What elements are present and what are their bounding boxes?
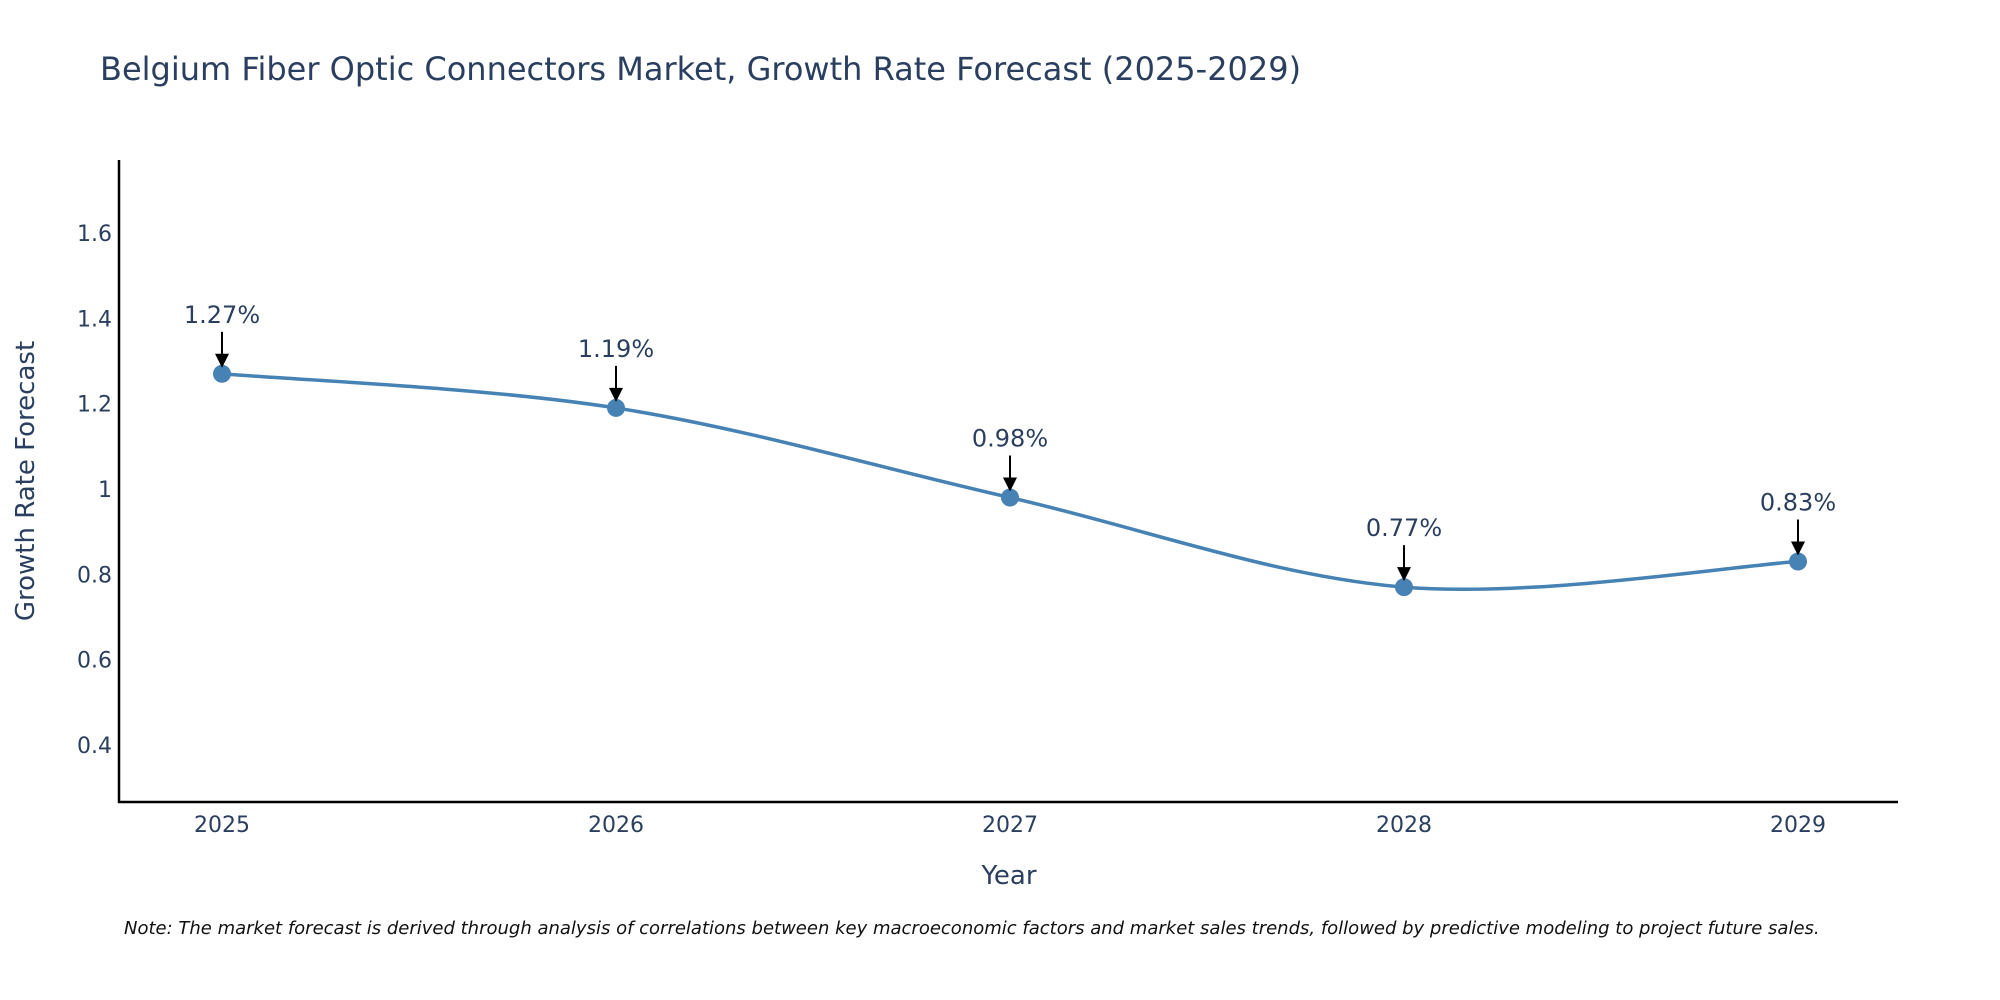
data-point-2028 (1395, 578, 1413, 597)
x-tick-label: 2025 (194, 813, 250, 838)
x-tick-label: 2027 (982, 813, 1038, 838)
data-point-2026 (607, 398, 625, 417)
data-annotations: 1.27% 1.19% 0.98% 0.77% 0.83% (184, 301, 1836, 582)
annotation-arrow-head (1791, 541, 1805, 556)
annotation-label: 1.19% (578, 335, 654, 363)
data-point-2029 (1789, 552, 1807, 571)
x-tick-label: 2028 (1376, 813, 1432, 838)
x-axis-ticks: 2025 2026 2027 2028 2029 (194, 813, 1826, 838)
x-axis-title: Year (980, 861, 1036, 891)
chart-title: Belgium Fiber Optic Connectors Market, G… (100, 50, 1301, 88)
y-tick-label: 1.2 (77, 393, 112, 418)
annotation-arrow-head (215, 353, 229, 368)
y-tick-label: 1 (98, 478, 112, 503)
data-point-2027 (1001, 488, 1019, 507)
data-point-2025 (213, 364, 231, 383)
annotation-label: 1.27% (184, 301, 260, 329)
x-tick-label: 2029 (1770, 813, 1826, 838)
footnote: Note: The market forecast is derived thr… (124, 918, 1820, 939)
annotation-label: 0.83% (1760, 489, 1836, 517)
annotation-label: 0.98% (972, 425, 1048, 453)
annotation-arrow-head (1397, 567, 1411, 582)
y-axis-title: Growth Rate Forecast (11, 341, 41, 621)
annotation-label: 0.77% (1366, 514, 1442, 542)
y-tick-label: 0.8 (77, 563, 112, 588)
y-tick-label: 1.6 (77, 222, 112, 247)
data-markers (213, 364, 1807, 597)
y-tick-label: 0.4 (77, 734, 112, 759)
x-tick-label: 2026 (588, 813, 644, 838)
annotation-arrow-head (609, 387, 623, 402)
y-axis-ticks: 0.4 0.6 0.8 1 1.2 1.4 1.6 (77, 222, 112, 759)
y-tick-label: 0.6 (77, 649, 112, 674)
annotation-arrow-head (1003, 477, 1017, 492)
y-tick-label: 1.4 (77, 307, 112, 332)
